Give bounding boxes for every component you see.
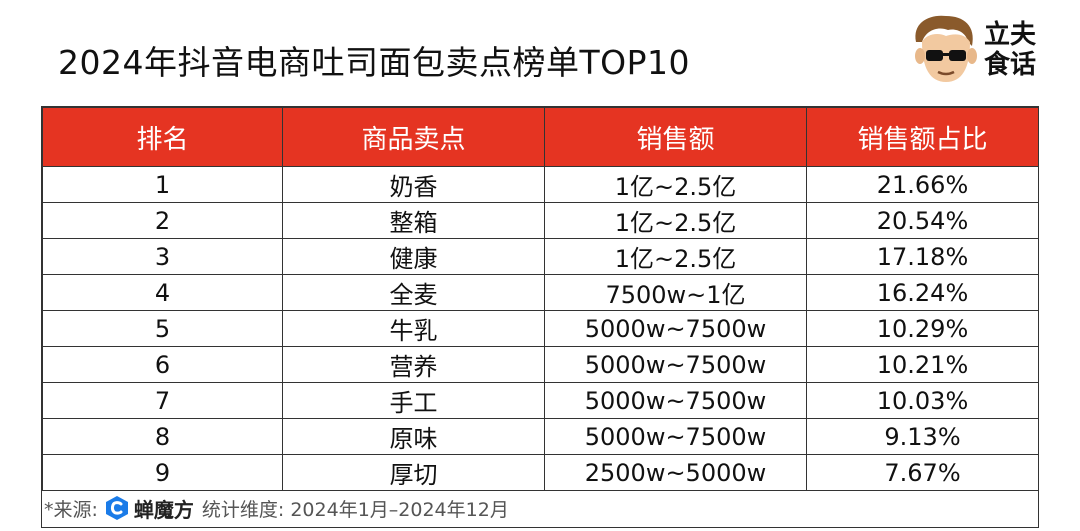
cell-sales: 1亿~2.5亿 [544, 202, 807, 239]
logo-line-2: 食话 [984, 50, 1037, 80]
cell-sales-share: 21.66% [806, 166, 1039, 203]
table-row: 4 全麦 7500w~1亿 16.24% [42, 274, 1039, 311]
cell-sales-share: 10.21% [806, 346, 1039, 383]
cell-rank: 7 [42, 382, 283, 419]
statistics-dimension: 统计维度: 2024年1月–2024年12月 [201, 498, 509, 521]
cell-sales: 7500w~1亿 [544, 274, 807, 311]
cell-selling-point: 厚切 [282, 454, 545, 491]
header-selling-point: 商品卖点 [282, 107, 545, 167]
cell-selling-point: 健康 [282, 238, 545, 275]
ranking-table: 排名 商品卖点 销售额 销售额占比 1 奶香 1亿~2.5亿 21.66% 2 … [42, 107, 1039, 491]
cell-sales: 5000w~7500w [544, 310, 807, 347]
cell-rank: 5 [42, 310, 283, 347]
header-rank: 排名 [42, 107, 283, 167]
cell-selling-point: 手工 [282, 382, 545, 419]
header-sales-share: 销售额占比 [806, 107, 1039, 167]
table-row: 1 奶香 1亿~2.5亿 21.66% [42, 166, 1039, 203]
cell-selling-point: 整箱 [282, 202, 545, 239]
brand-logo-text: 立夫 食话 [984, 20, 1048, 80]
cell-rank: 9 [42, 454, 283, 491]
cell-rank: 2 [42, 202, 283, 239]
cell-sales-share: 17.18% [806, 238, 1039, 275]
table-row: 2 整箱 1亿~2.5亿 20.54% [42, 202, 1039, 239]
cell-sales: 5000w~7500w [544, 382, 807, 419]
table-row: 3 健康 1亿~2.5亿 17.18% [42, 238, 1039, 275]
cell-rank: 3 [42, 238, 283, 275]
cell-rank: 6 [42, 346, 283, 383]
cell-selling-point: 全麦 [282, 274, 545, 311]
table-row: 9 厚切 2500w~5000w 7.67% [42, 454, 1039, 491]
cell-sales-share: 10.03% [806, 382, 1039, 419]
table-row: 6 营养 5000w~7500w 10.21% [42, 346, 1039, 383]
cell-sales-share: 10.29% [806, 310, 1039, 347]
header-sales: 销售额 [544, 107, 807, 167]
cell-selling-point: 原味 [282, 418, 545, 455]
source-footer: *来源: 蝉魔方 统计维度: 2024年1月–2024年12月 [42, 489, 1038, 527]
table-row: 8 原味 5000w~7500w 9.13% [42, 418, 1039, 455]
cell-sales: 5000w~7500w [544, 346, 807, 383]
cell-rank: 8 [42, 418, 283, 455]
cell-selling-point: 奶香 [282, 166, 545, 203]
cell-sales: 1亿~2.5亿 [544, 238, 807, 275]
cell-sales-share: 16.24% [806, 274, 1039, 311]
cell-rank: 4 [42, 274, 283, 311]
cell-sales: 5000w~7500w [544, 418, 807, 455]
ranking-table-container: 排名 商品卖点 销售额 销售额占比 1 奶香 1亿~2.5亿 21.66% 2 … [41, 106, 1039, 528]
table-header-row: 排名 商品卖点 销售额 销售额占比 [42, 107, 1039, 167]
cell-selling-point: 营养 [282, 346, 545, 383]
cell-sales: 2500w~5000w [544, 454, 807, 491]
cell-sales: 1亿~2.5亿 [544, 166, 807, 203]
source-label: *来源: [44, 498, 98, 521]
table-row: 5 牛乳 5000w~7500w 10.29% [42, 310, 1039, 347]
cell-rank: 1 [42, 166, 283, 203]
cell-selling-point: 牛乳 [282, 310, 545, 347]
page-title: 2024年抖音电商吐司面包卖点榜单TOP10 [58, 43, 691, 82]
logo-line-1: 立夫 [984, 20, 1037, 50]
cell-sales-share: 20.54% [806, 202, 1039, 239]
source-brand-name: 蝉魔方 [133, 497, 194, 522]
table-row: 7 手工 5000w~7500w 10.03% [42, 382, 1039, 419]
brand-logo: 立夫 食话 [908, 12, 1048, 92]
cartoon-face-icon [915, 15, 977, 82]
cell-sales-share: 7.67% [806, 454, 1039, 491]
chanmofang-logo-icon [105, 496, 128, 520]
cell-sales-share: 9.13% [806, 418, 1039, 455]
